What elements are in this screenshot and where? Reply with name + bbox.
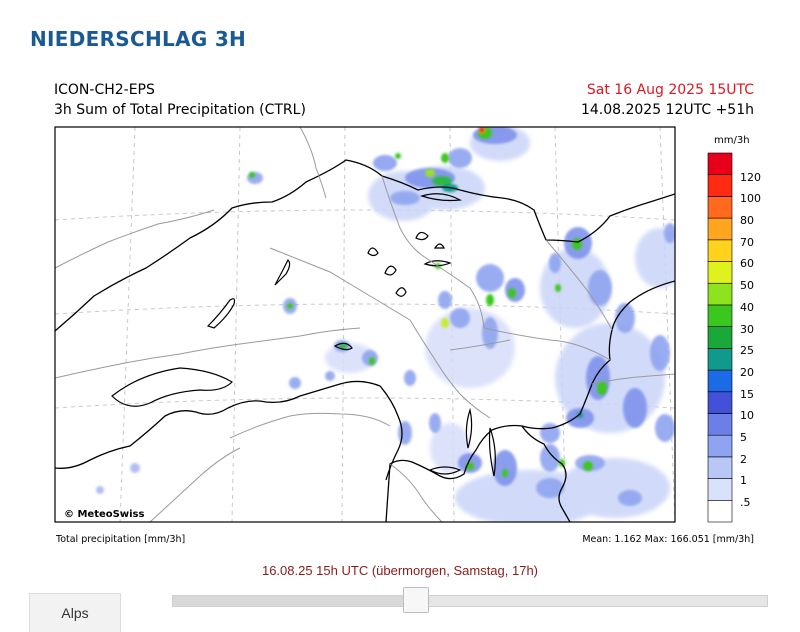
colorbar-swatch: [707, 413, 733, 436]
colorbar-swatch: [707, 152, 733, 176]
regional-boundaries: [55, 127, 675, 522]
colorbar: [707, 152, 733, 523]
colorbar-swatch: [707, 261, 733, 284]
legend-tick-label: 15: [740, 387, 754, 401]
legend-tick-label: 20: [740, 365, 754, 379]
colorbar-swatch: [707, 369, 733, 393]
colorbar-swatch: [707, 282, 733, 306]
valid-time: Sat 16 Aug 2025 15UTC: [586, 82, 754, 98]
colorbar-swatch: [707, 174, 733, 197]
colorbar-swatch: [707, 456, 733, 479]
precipitation-map: ICON-CH2-EPS 3h Sum of Total Precipitati…: [50, 78, 762, 548]
colorbar-swatch: [707, 391, 733, 414]
footer-variable: Total precipitation [mm/3h]: [56, 534, 186, 545]
page-title: NIEDERSCHLAG 3H: [30, 27, 247, 51]
legend-tick-label: 1: [740, 474, 747, 488]
legend-tick-label: 10: [740, 409, 754, 423]
copyright-label: © MeteoSwiss: [64, 509, 145, 520]
legend-tick-label: 70: [740, 235, 754, 249]
run-time: 14.08.2025 12UTC +51h: [580, 102, 754, 118]
map-canvas: [54, 126, 733, 523]
legend-tick-label: 100: [740, 192, 761, 206]
legend-tick-label: 60: [740, 257, 754, 271]
legend-tick-label: 40: [740, 300, 754, 314]
colorbar-swatch: [707, 499, 733, 523]
colorbar-swatch: [707, 217, 733, 241]
legend-tick-label: 50: [740, 279, 754, 293]
map-border: [54, 126, 676, 523]
current-time-label: 16.08.25 15h UTC (übermorgen, Samstag, 1…: [261, 563, 539, 578]
legend-tick-label: 25: [740, 344, 754, 358]
legend-tick-label: 120: [740, 170, 761, 184]
colorbar-swatch: [707, 326, 733, 349]
model-name: ICON-CH2-EPS: [54, 82, 155, 98]
legend-tick-label: .5: [740, 496, 751, 510]
timeline-slider-fill: [173, 596, 417, 606]
timeline-slider-thumb[interactable]: [403, 587, 430, 613]
legend-tick-label: 5: [740, 431, 747, 445]
colorbar-swatch: [707, 304, 733, 327]
timeline-slider-track[interactable]: [172, 595, 768, 607]
colorbar-swatch: [707, 196, 733, 219]
legend-tick-label: 80: [740, 213, 754, 227]
legend-unit: mm/3h: [714, 135, 750, 146]
legend-tick-label: 30: [740, 322, 754, 336]
colorbar-swatch: [707, 239, 733, 262]
colorbar-swatch: [707, 348, 733, 371]
legend-tick-label: 2: [740, 452, 747, 466]
region-tab-alps[interactable]: Alps: [29, 593, 121, 632]
product-name: 3h Sum of Total Precipitation (CTRL): [54, 102, 306, 118]
precip-field-moderate: [96, 127, 675, 506]
colorbar-swatch: [707, 478, 733, 501]
footer-stats: Mean: 1.162 Max: 166.051 [mm/3h]: [582, 534, 754, 545]
colorbar-swatch: [707, 434, 733, 458]
